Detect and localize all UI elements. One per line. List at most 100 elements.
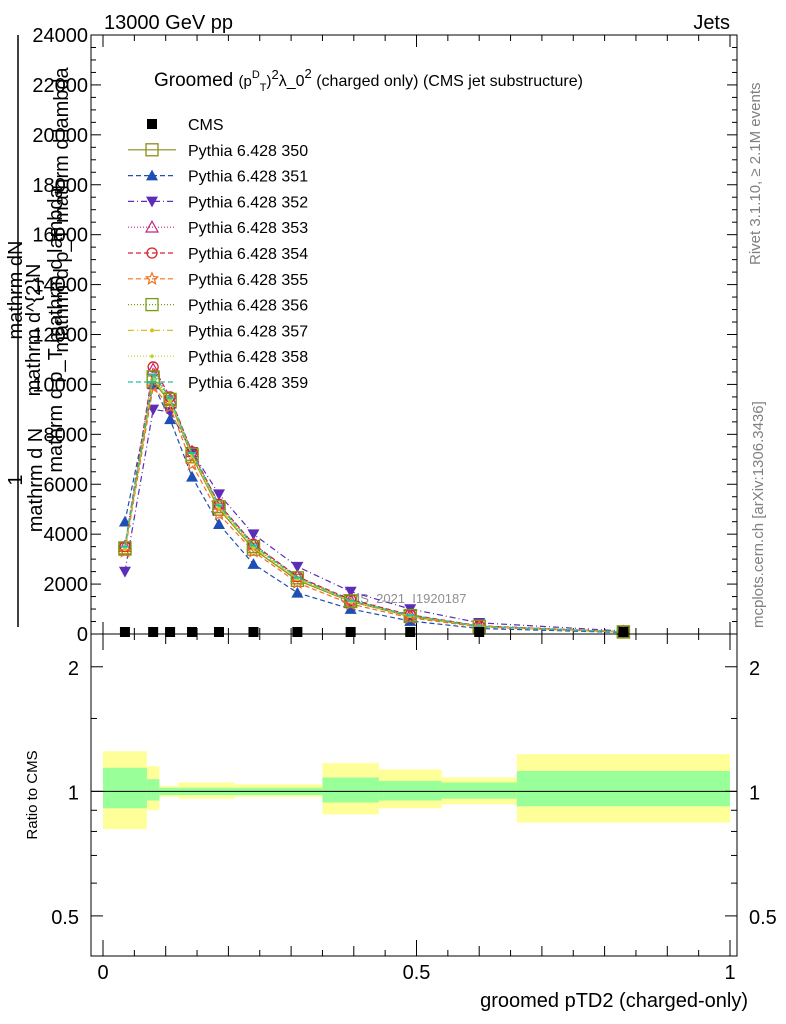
legend-label: Pythia 6.428 350 [188, 143, 308, 160]
x-tick-label: 1 [724, 962, 735, 984]
legend-entry: Pythia 6.428 354 [128, 246, 308, 263]
legend-entry: CMS [147, 117, 224, 134]
header-right: Jets [693, 12, 730, 34]
legend-label: Pythia 6.428 356 [188, 298, 308, 315]
ratio-panel: 0.5 0.5 1 1 2 2 0 0.5 1 Ratio to CMS groomed pTD2 … [24, 633, 777, 1012]
marker-square [405, 627, 416, 637]
series-cms [119, 627, 629, 637]
marker-square-open [246, 539, 261, 554]
legend-entry: Pythia 6.428 350 [128, 143, 308, 160]
marker-square [618, 627, 629, 637]
marker-square [147, 119, 157, 129]
chart-title-part: (p [238, 73, 251, 90]
ratio-y-tick-label-right: 0.5 [749, 907, 777, 929]
marker-triangle-up [118, 515, 131, 527]
marker-triangle-up [186, 470, 199, 482]
legend-entry: Pythia 6.428 352 [128, 194, 308, 211]
legend: CMS Pythia 6.428 350 Pythia 6.428 351 Pythi… [128, 117, 308, 392]
marker-square-open [185, 447, 199, 461]
header-left: 13000 GeV pp [104, 12, 233, 34]
main-panel: 0 2000 4000 6000 8000 10000 12000 14000 16000 180… [5, 25, 738, 646]
marker-square-open [163, 392, 177, 407]
marker-circle-open [147, 361, 159, 373]
legend-entry: Pythia 6.428 359 [128, 375, 308, 392]
y-tick-label: 22000 [32, 75, 88, 97]
x-tick-label: 0 [97, 962, 108, 984]
ratio-band-inner [322, 777, 379, 803]
y-axis-label-dn: mathrm d N [25, 428, 47, 532]
series-pythia-6-428-351 [118, 378, 630, 638]
chart-title-part: (charged only) (CMS jet substructure) [312, 73, 583, 90]
legend-label: Pythia 6.428 354 [188, 246, 308, 263]
marker-square-open [403, 608, 417, 623]
legend-entry: Pythia 6.428 357 [128, 323, 308, 340]
marker-small-dot [150, 328, 154, 333]
x-axis-label: groomed pTD2 (charged-only) [480, 990, 748, 1012]
watermark: CMS_2021_I1920187 [340, 591, 467, 606]
marker-square [345, 627, 356, 637]
legend-label: Pythia 6.428 353 [188, 220, 308, 237]
marker-square-open [118, 541, 132, 555]
marker-triangle-up [146, 169, 158, 181]
marker-triangle-down [118, 566, 131, 578]
marker-square-open [344, 594, 358, 608]
marker-square [165, 627, 176, 637]
y-tick-label: 18000 [32, 175, 88, 197]
ratio-y-tick-label-right: 1 [749, 782, 760, 804]
marker-circle-open [146, 247, 158, 259]
y-axis-label-line2: mathrm d p_T mathrm d lambda [51, 66, 73, 352]
marker-triangle-down [212, 489, 225, 501]
legend-label: Pythia 6.428 355 [188, 272, 308, 289]
y-axis-label-den: mathrm d p_T mathrm d lambda [45, 186, 67, 472]
ratio-y-tick-label: 0.5 [51, 907, 79, 929]
marker-square-open [290, 571, 305, 585]
y-tick-label: 14000 [32, 275, 88, 297]
y-axis-label-one: 1 [5, 474, 27, 485]
y-tick-label: 20000 [32, 125, 88, 147]
ratio-y-tick-label: 2 [68, 658, 79, 680]
marker-square [474, 627, 485, 637]
y-axis-label-line1: mathrm dN [5, 241, 27, 340]
chart-title-part: ) [267, 73, 272, 90]
marker-square [292, 627, 303, 637]
y-tick-label: 24000 [32, 25, 88, 47]
marker-square-open [145, 297, 159, 312]
legend-label: Pythia 6.428 352 [188, 194, 308, 211]
chart-title-part: λ_0 [279, 73, 305, 90]
ratio-frame [90, 633, 738, 957]
y-tick-label: 0 [77, 624, 88, 646]
marker-dot [168, 398, 172, 403]
marker-square [248, 627, 259, 637]
legend-label: CMS [188, 117, 224, 134]
marker-triangle-up [212, 518, 225, 529]
y-tick-label: 6000 [44, 474, 89, 496]
ratio-y-label: Ratio to CMS [24, 750, 41, 839]
marker-triangle-down [344, 586, 357, 598]
ratio-y-tick-label-right: 2 [749, 658, 760, 680]
series-line [124, 372, 624, 633]
ratio-band-inner [103, 767, 147, 809]
legend-label: Pythia 6.428 359 [188, 375, 308, 392]
legend-label: Pythia 6.428 351 [188, 169, 308, 186]
marker-triangle-down [291, 561, 304, 573]
marker-triangle-down [247, 529, 260, 541]
chart-title-part: 2 [305, 66, 312, 81]
ratio-band-inner [441, 782, 517, 799]
marker-square [187, 627, 198, 637]
chart-title-part: 2 [272, 67, 279, 82]
legend-entry: Pythia 6.428 353 [128, 219, 308, 237]
marker-square [119, 627, 130, 637]
legend-entry: Pythia 6.428 355 [128, 271, 308, 289]
marker-square-open [145, 143, 159, 157]
y-tick-label: 4000 [44, 524, 89, 546]
rivet-label: Rivet 3.1.10, ≥ 2.1M events [747, 83, 764, 266]
legend-label: Pythia 6.428 358 [188, 349, 308, 366]
ratio-y-tick-label: 1 [68, 782, 79, 804]
y-axis-label: mathrm d^{2}N mathrm d p_T mathrm d lambd… [23, 186, 67, 472]
chart-title-part: D [252, 69, 260, 81]
legend-label: Pythia 6.428 357 [188, 323, 308, 340]
marker-triangle-up [164, 413, 177, 425]
y-tick-label: 8000 [44, 424, 89, 446]
